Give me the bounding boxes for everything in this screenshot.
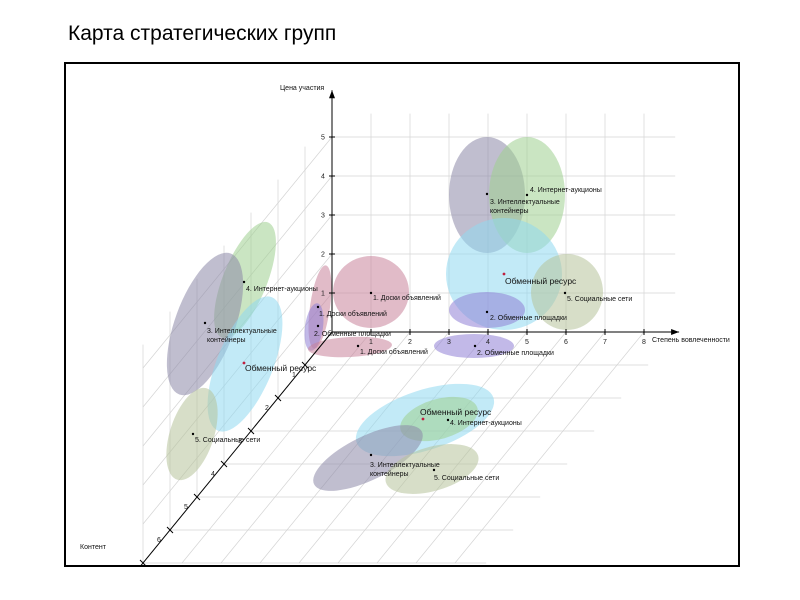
data-point — [432, 468, 436, 472]
z-tick — [301, 361, 309, 369]
labels: 12345123456781234567Цена участияСтепень … — [80, 85, 730, 577]
z-tick — [220, 460, 228, 468]
data-label: 5. Социальные сети — [434, 475, 499, 482]
data-label: Обменный ресурс — [420, 407, 492, 417]
bubble — [308, 336, 392, 358]
data-label: Обменный ресурс — [245, 363, 317, 373]
gridline — [376, 331, 567, 564]
data-label: 1. Доски объявлений — [319, 310, 387, 318]
data-point — [502, 272, 506, 276]
x-tick-label: 1 — [369, 339, 373, 346]
z-tick — [193, 493, 201, 501]
x-tick-label: 8 — [642, 339, 646, 346]
gridline — [415, 331, 606, 564]
y-axis-title: Цена участия — [280, 85, 324, 92]
data-label: 4. Интернет-аукционы — [246, 286, 318, 293]
data-label: 2. Обменные площадки — [314, 330, 391, 338]
data-point — [473, 344, 477, 348]
data-point — [356, 344, 360, 348]
x-tick-label: 6 — [564, 339, 568, 346]
x-tick-label: 2 — [408, 339, 412, 346]
gridline — [181, 331, 372, 564]
data-label: 4. Интернет-аукционы — [450, 420, 522, 427]
data-label: 1. Доски объявлений — [360, 348, 428, 356]
strategic-groups-chart: 12345123456781234567Цена участияСтепень … — [80, 85, 730, 600]
x-axis-title: Степень вовлеченности — [652, 337, 730, 344]
data-point — [316, 305, 320, 309]
chart-frame: 12345123456781234567Цена участияСтепень … — [64, 62, 740, 600]
z-tick-label: 1 — [292, 372, 296, 379]
data-point — [316, 324, 320, 328]
gridline — [220, 331, 411, 564]
z-tick-label: 2 — [265, 405, 269, 412]
y-tick-label: 4 — [321, 174, 325, 181]
data-point — [485, 310, 489, 314]
bubble — [207, 296, 283, 432]
y-axis-arrow — [329, 90, 335, 99]
z-tick — [166, 526, 174, 534]
z-axis-title: Контент — [80, 544, 107, 551]
x-tick-label: 5 — [525, 339, 529, 346]
data-label: 5. Социальные сети — [567, 296, 632, 303]
data-label: контейнеры — [207, 336, 246, 344]
bubble — [304, 303, 324, 351]
data-label: контейнеры — [370, 470, 409, 478]
gridline — [454, 331, 645, 564]
z-tick-label: 3 — [238, 438, 242, 445]
data-label: 2. Обменные площадки — [477, 349, 554, 357]
x-tick-label: 4 — [486, 339, 490, 346]
y-tick-label: 2 — [321, 252, 325, 259]
data-points — [191, 192, 567, 472]
y-tick-label: 3 — [321, 213, 325, 220]
y-tick-label: 1 — [321, 291, 325, 298]
z-tick-label: 6 — [157, 537, 161, 544]
x-axis-arrow — [671, 329, 680, 335]
data-point — [369, 291, 373, 295]
data-point — [421, 417, 425, 421]
bubble — [449, 292, 525, 328]
data-point — [525, 193, 529, 197]
data-label: 3. Интеллектуальные — [370, 462, 440, 469]
data-point — [369, 453, 373, 457]
data-label: 1. Доски объявлений — [373, 294, 441, 302]
z-axis-line — [112, 331, 333, 600]
z-tick — [247, 427, 255, 435]
slide-title: Карта стратегических групп — [68, 22, 337, 45]
data-point — [242, 280, 246, 284]
data-label: контейнеры — [490, 207, 529, 215]
data-point — [446, 418, 450, 422]
data-label: 5. Социальные сети — [195, 437, 260, 444]
data-label: 3. Интеллектуальные — [207, 328, 277, 335]
data-label: 4. Интернет-аукционы — [530, 187, 602, 194]
data-point — [203, 321, 207, 325]
data-label: 2. Обменные площадки — [490, 314, 567, 322]
data-point — [191, 432, 195, 436]
z-tick-label: 4 — [211, 471, 215, 478]
data-label: Обменный ресурс — [505, 276, 577, 286]
bubble — [385, 444, 479, 494]
z-tick — [274, 394, 282, 402]
data-point — [485, 192, 489, 196]
z-tick-label: 5 — [184, 504, 188, 511]
y-tick-label: 5 — [321, 135, 325, 142]
x-tick-label: 3 — [447, 339, 451, 346]
x-tick-label: 7 — [603, 339, 607, 346]
data-point — [563, 291, 567, 295]
axes — [109, 90, 680, 600]
data-point — [242, 361, 246, 365]
data-label: 3. Интеллектуальные — [490, 199, 560, 206]
bubble — [313, 425, 423, 491]
bubble — [531, 254, 603, 330]
